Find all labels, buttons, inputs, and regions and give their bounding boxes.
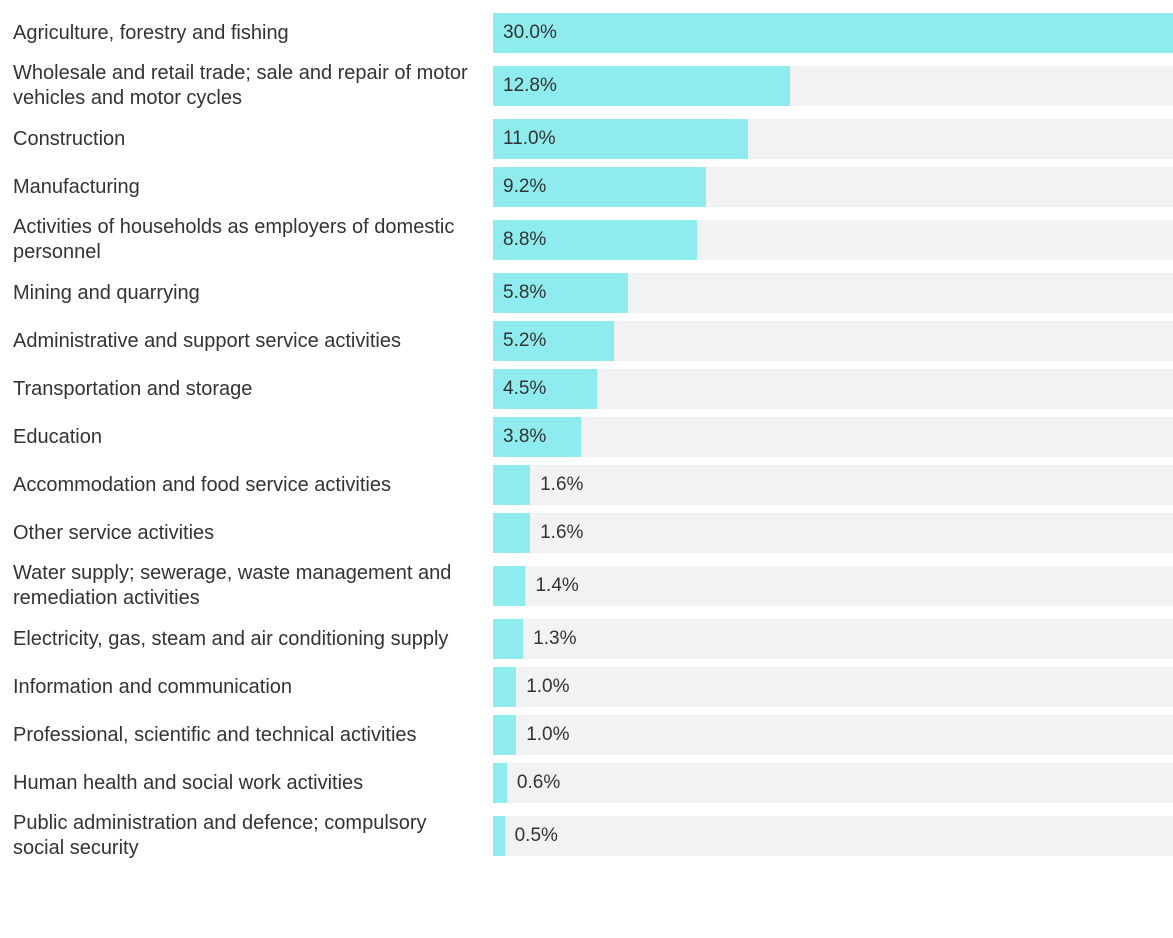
- bar-track: 30.0%: [493, 13, 1173, 53]
- bar: [493, 667, 517, 707]
- bar: [493, 715, 517, 755]
- bar-row: Transportation and storage 4.5%: [0, 369, 1173, 409]
- bar-track: 5.8%: [493, 273, 1173, 313]
- category-label: Information and communication: [13, 675, 293, 698]
- bar: [493, 816, 505, 856]
- category-label: Human health and social work activities: [13, 771, 364, 794]
- bar-row: Activities of households as employers of…: [0, 215, 1173, 265]
- bar-track: 1.6%: [493, 513, 1173, 553]
- bar-row: Human health and social work activities 0…: [0, 763, 1173, 803]
- category-label: Agriculture, forestry and fishing: [13, 21, 289, 44]
- bar-track: 9.2%: [493, 167, 1173, 207]
- category-label: Public administration and defence; compu…: [13, 812, 427, 859]
- value-label: 1.3%: [533, 628, 577, 649]
- bar-track: 1.0%: [493, 715, 1173, 755]
- value-label: 5.2%: [503, 330, 547, 351]
- bar-track: 8.8%: [493, 220, 1173, 260]
- bar-row: Information and communication 1.0%: [0, 667, 1173, 707]
- value-label: 5.8%: [503, 282, 547, 303]
- bar-track: 1.0%: [493, 667, 1173, 707]
- bar: [493, 321, 614, 361]
- category-label: Manufacturing: [13, 175, 140, 198]
- value-label: 11.0%: [503, 128, 556, 149]
- category-label: Professional, scientific and technical a…: [13, 723, 417, 746]
- bar-track: 0.5%: [493, 816, 1173, 856]
- category-label: Construction: [13, 127, 126, 150]
- value-label: 0.5%: [514, 825, 558, 846]
- value-label: 1.6%: [540, 522, 584, 543]
- bar-row: Education 3.8%: [0, 417, 1173, 457]
- bar-track: 4.5%: [493, 369, 1173, 409]
- category-label: Accommodation and food service activitie…: [13, 473, 391, 496]
- category-label: Activities of households as employers of…: [13, 216, 455, 263]
- bar: [493, 167, 707, 207]
- bar-row: Wholesale and retail trade; sale and rep…: [0, 61, 1173, 111]
- category-label: Mining and quarrying: [13, 281, 200, 304]
- bar-track: 5.2%: [493, 321, 1173, 361]
- bar: [493, 119, 749, 159]
- value-label: 1.0%: [526, 676, 570, 697]
- bar-track: 11.0%: [493, 119, 1173, 159]
- value-label: 8.8%: [503, 229, 547, 250]
- value-label: 1.0%: [526, 724, 570, 745]
- value-label: 9.2%: [503, 176, 547, 197]
- bar-track: 1.3%: [493, 619, 1173, 659]
- bar-row: Other service activities 1.6%: [0, 513, 1173, 553]
- bar: [493, 465, 531, 505]
- bar: [493, 369, 598, 409]
- value-label: 12.8%: [503, 75, 557, 96]
- bar-track: 0.6%: [493, 763, 1173, 803]
- bar: [493, 66, 790, 106]
- value-label: 1.4%: [535, 575, 579, 596]
- chart: Agriculture, forestry and fishing 30.0% Wh…: [0, 13, 1173, 861]
- bar-row: Electricity, gas, steam and air conditio…: [0, 619, 1173, 659]
- bar-row: Accommodation and food service activitie…: [0, 465, 1173, 505]
- bar-row: Construction 11.0%: [0, 119, 1173, 159]
- bar-row: Water supply; sewerage, waste management…: [0, 561, 1173, 611]
- bar: [493, 417, 582, 457]
- category-label: Education: [13, 425, 102, 448]
- bar: [493, 566, 526, 606]
- category-label: Electricity, gas, steam and air conditio…: [13, 627, 449, 650]
- bar: [493, 220, 698, 260]
- category-label: Wholesale and retail trade; sale and rep…: [13, 62, 468, 109]
- value-label: 1.6%: [540, 474, 584, 495]
- bar-track: 1.4%: [493, 566, 1173, 606]
- bar-row: Agriculture, forestry and fishing 30.0%: [0, 13, 1173, 53]
- category-label: Transportation and storage: [13, 377, 253, 400]
- bar-row: Administrative and support service activ…: [0, 321, 1173, 361]
- bar-track: 3.8%: [493, 417, 1173, 457]
- value-label: 30.0%: [503, 22, 557, 43]
- bar-track: 12.8%: [493, 66, 1173, 106]
- bar: [493, 13, 1173, 53]
- bar-row: Mining and quarrying 5.8%: [0, 273, 1173, 313]
- bar-row: Manufacturing 9.2%: [0, 167, 1173, 207]
- bar: [493, 513, 531, 553]
- bar-row: Professional, scientific and technical a…: [0, 715, 1173, 755]
- value-label: 3.8%: [503, 426, 547, 447]
- bar: [493, 619, 524, 659]
- category-label: Administrative and support service activ…: [13, 329, 401, 352]
- category-label: Other service activities: [13, 521, 215, 544]
- value-label: 4.5%: [503, 378, 547, 399]
- bar: [493, 273, 628, 313]
- bar: [493, 763, 507, 803]
- category-label: Water supply; sewerage, waste management…: [13, 562, 452, 609]
- value-label: 0.6%: [516, 772, 561, 793]
- bar-track: 1.6%: [493, 465, 1173, 505]
- bar-row: Public administration and defence; compu…: [0, 811, 1173, 861]
